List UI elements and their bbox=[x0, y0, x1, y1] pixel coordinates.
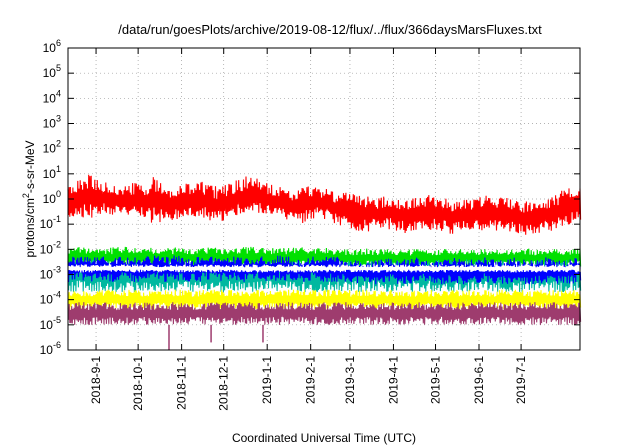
y-tick-label: 106 bbox=[43, 38, 61, 55]
y-tick-label: 10-6 bbox=[40, 340, 61, 357]
y-axis-label-main: protons/cm bbox=[23, 198, 37, 257]
x-tick-label: 2019-4-1 bbox=[386, 356, 400, 404]
y-tick-label: 10-5 bbox=[40, 315, 61, 332]
y-axis-label-sup: 2 bbox=[21, 193, 31, 198]
x-tick-label: 2018-10-1 bbox=[131, 356, 145, 411]
series-6 bbox=[67, 302, 582, 350]
x-tick-label: 2018-12-1 bbox=[217, 356, 231, 411]
y-tick-label: 104 bbox=[43, 88, 61, 105]
y-tick-label: 101 bbox=[43, 164, 61, 181]
y-tick-label: 10-3 bbox=[40, 265, 61, 282]
series-line bbox=[67, 302, 582, 325]
series-0 bbox=[67, 174, 582, 235]
x-tick-label: 2019-1-1 bbox=[260, 356, 274, 404]
x-axis-ticks: 2018-9-1 2018-10-1 2018-11-1 2018-12-1 2019-… bbox=[89, 48, 528, 411]
x-tick-label: 2018-11-1 bbox=[175, 356, 189, 410]
y-axis-ticks: 10-6 10-5 10-4 10-3 10-2 10-1 100 101 102 103 104 1… bbox=[40, 38, 580, 357]
y-tick-label: 102 bbox=[43, 139, 61, 156]
series-4 bbox=[67, 264, 582, 273]
x-tick-label: 2019-3-1 bbox=[343, 356, 357, 404]
y-tick-label: 100 bbox=[43, 189, 61, 206]
y-tick-label: 10-2 bbox=[40, 239, 61, 256]
y-tick-label: 105 bbox=[43, 63, 61, 80]
x-tick-label: 2019-2-1 bbox=[304, 356, 318, 404]
x-tick-label: 2019-7-1 bbox=[514, 356, 528, 404]
x-tick-label: 2018-9-1 bbox=[89, 356, 103, 404]
y-axis-label: protons/cm2-s-sr-MeV bbox=[21, 140, 37, 257]
x-tick-label: 2019-6-1 bbox=[472, 356, 486, 404]
series-line bbox=[67, 174, 582, 235]
y-tick-label: 10-1 bbox=[40, 214, 61, 231]
x-axis-label: Coordinated Universal Time (UTC) bbox=[232, 431, 416, 445]
y-tick-label: 10-4 bbox=[40, 290, 61, 307]
series-layer bbox=[67, 174, 582, 350]
x-tick-label: 2019-5-1 bbox=[429, 356, 443, 404]
series-line bbox=[67, 264, 582, 273]
y-axis-label-rest: -s-sr-MeV bbox=[23, 140, 37, 193]
series-1 bbox=[67, 246, 582, 267]
series-line bbox=[67, 246, 582, 267]
chart-title: /data/run/goesPlots/archive/2019-08-12/f… bbox=[118, 22, 542, 37]
y-tick-label: 103 bbox=[43, 114, 61, 131]
